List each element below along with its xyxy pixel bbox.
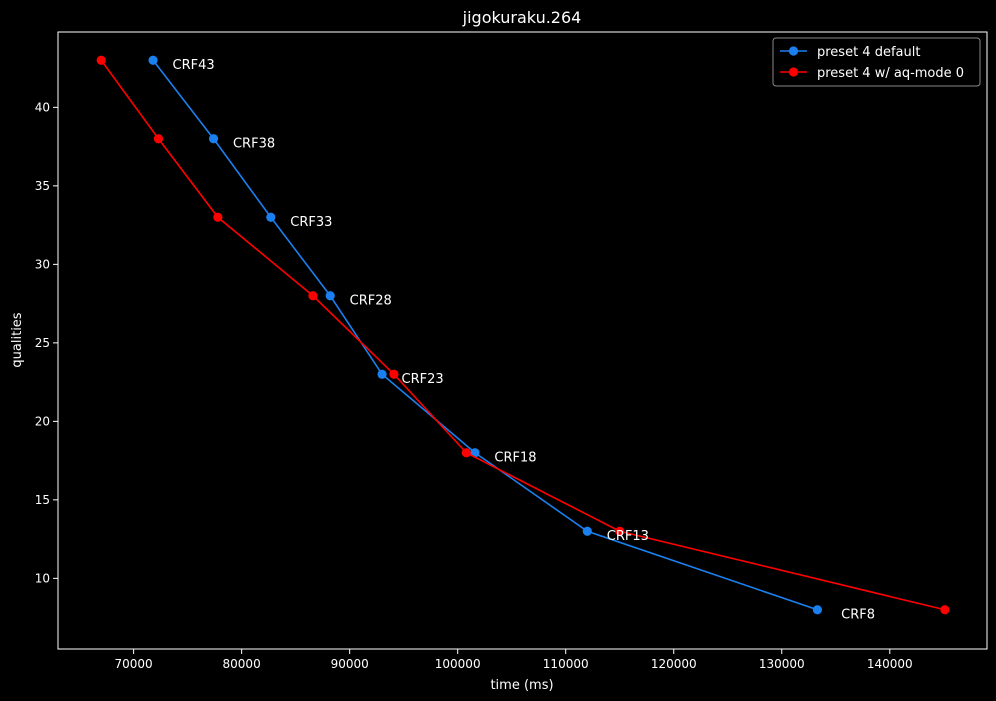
data-point bbox=[213, 212, 223, 222]
x-axis: 70000 80000 90000 100000 110000 120000 130000 1… bbox=[115, 649, 913, 671]
y-tick-label: 30 bbox=[35, 257, 50, 271]
legend-label: preset 4 w/ aq-mode 0 bbox=[817, 66, 964, 81]
legend-marker bbox=[788, 46, 799, 56]
crf-annotation: CRF18 bbox=[494, 450, 536, 465]
y-tick-label: 10 bbox=[35, 571, 50, 585]
data-point bbox=[96, 55, 106, 65]
x-tick-label: 70000 bbox=[115, 657, 153, 671]
data-point bbox=[308, 291, 318, 301]
crf-annotation: CRF38 bbox=[233, 136, 275, 151]
data-point bbox=[389, 369, 399, 379]
legend-label: preset 4 default bbox=[817, 45, 920, 60]
legend-entry: preset 4 default bbox=[780, 45, 920, 60]
crf-annotation: CRF23 bbox=[402, 372, 444, 387]
data-point bbox=[582, 526, 592, 536]
x-tick-label: 120000 bbox=[651, 657, 697, 671]
data-point bbox=[940, 605, 950, 615]
legend: preset 4 default preset 4 w/ aq-mode 0 bbox=[772, 37, 981, 87]
crf-annotation: CRF33 bbox=[290, 215, 332, 230]
crf-annotation: CRF28 bbox=[350, 293, 392, 308]
series-layer bbox=[96, 55, 950, 615]
data-point bbox=[148, 55, 158, 65]
y-axis-label: qualities bbox=[10, 312, 25, 367]
legend-box bbox=[772, 37, 981, 87]
series-2 bbox=[96, 55, 950, 615]
y-tick-label: 40 bbox=[35, 100, 50, 114]
y-tick-label: 25 bbox=[35, 336, 50, 350]
x-tick-label: 90000 bbox=[331, 657, 369, 671]
data-point bbox=[812, 605, 823, 615]
y-tick-label: 15 bbox=[35, 493, 50, 507]
x-tick-label: 110000 bbox=[543, 657, 589, 671]
series-line bbox=[152, 59, 818, 611]
x-tick-label: 130000 bbox=[759, 657, 805, 671]
data-point bbox=[153, 134, 164, 144]
data-point bbox=[325, 291, 335, 301]
data-point bbox=[461, 448, 471, 458]
crf-annotation: CRF8 bbox=[841, 607, 875, 622]
data-point bbox=[470, 448, 480, 458]
x-tick-label: 100000 bbox=[435, 657, 481, 671]
y-tick-label: 20 bbox=[35, 414, 50, 428]
series-line bbox=[100, 59, 946, 611]
data-point bbox=[208, 134, 219, 144]
annotation-layer: CRF43 CRF38 CRF33 CRF28 CRF23 CRF18 CRF13 CRF8 bbox=[173, 58, 876, 622]
data-point bbox=[615, 526, 625, 536]
plot-frame bbox=[57, 31, 988, 650]
crf-annotation: CRF13 bbox=[607, 529, 649, 544]
data-point bbox=[266, 212, 276, 222]
series-1 bbox=[148, 55, 823, 615]
chart-title: jigokuraku.264 bbox=[462, 8, 582, 27]
legend-entry: preset 4 w/ aq-mode 0 bbox=[780, 66, 964, 81]
data-point bbox=[377, 369, 387, 379]
x-axis-label: time (ms) bbox=[490, 678, 553, 693]
y-tick-label: 35 bbox=[35, 179, 50, 193]
legend-marker bbox=[788, 67, 799, 77]
x-tick-label: 80000 bbox=[223, 657, 261, 671]
y-axis: 10 15 20 25 30 35 40 bbox=[35, 100, 58, 585]
crf-annotation: CRF43 bbox=[173, 58, 215, 73]
x-tick-label: 140000 bbox=[867, 657, 913, 671]
